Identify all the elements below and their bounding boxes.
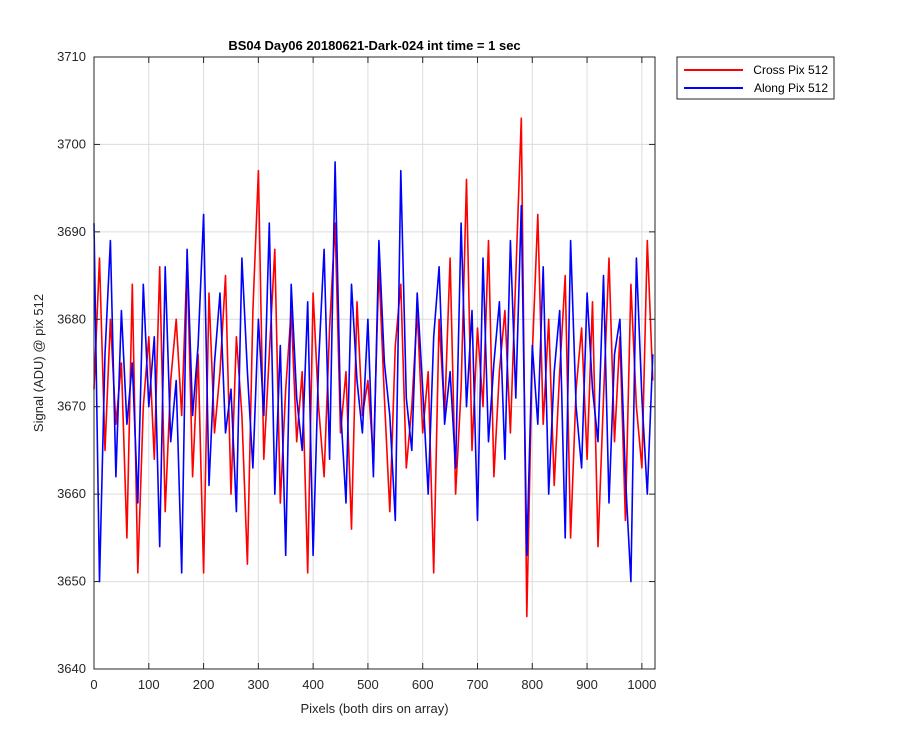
x-tick-label: 600 bbox=[412, 677, 434, 692]
y-tick-label: 3710 bbox=[57, 49, 86, 64]
legend-label-cross: Cross Pix 512 bbox=[753, 63, 828, 77]
series-lines bbox=[93, 117, 654, 618]
y-tick-label: 3650 bbox=[57, 574, 86, 589]
x-tick-label: 800 bbox=[521, 677, 543, 692]
y-tick-label: 3660 bbox=[57, 486, 86, 501]
x-tick-label: 100 bbox=[138, 677, 160, 692]
legend-box bbox=[676, 56, 835, 100]
x-tick-label: 1000 bbox=[627, 677, 656, 692]
chart-title: BS04 Day06 20180621-Dark-024 int time = … bbox=[228, 38, 520, 53]
y-tick-label: 3700 bbox=[57, 136, 86, 151]
x-tick-label: 400 bbox=[302, 677, 324, 692]
x-tick-label: 0 bbox=[90, 677, 97, 692]
y-tick-label: 3690 bbox=[57, 224, 86, 239]
ticks: 0 100 200 300 400 500 600 700 800 900 1000 3640 3650… bbox=[57, 49, 656, 692]
y-tick-label: 3680 bbox=[57, 311, 86, 326]
x-axis-label: Pixels (both dirs on array) bbox=[300, 701, 448, 716]
series-line-along bbox=[93, 161, 654, 583]
legend: Cross Pix 512 Along Pix 512 bbox=[676, 56, 835, 100]
legend-label-along: Along Pix 512 bbox=[754, 81, 828, 95]
x-tick-label: 300 bbox=[248, 677, 270, 692]
y-tick-label: 3670 bbox=[57, 399, 86, 414]
x-tick-label: 900 bbox=[576, 677, 598, 692]
x-tick-label: 700 bbox=[467, 677, 489, 692]
x-tick-label: 500 bbox=[357, 677, 379, 692]
y-tick-label: 3640 bbox=[57, 661, 86, 676]
plot-area-frame bbox=[93, 56, 656, 670]
x-tick-label: 200 bbox=[193, 677, 215, 692]
y-axis-label: Signal (ADU) @ pix 512 bbox=[31, 294, 46, 432]
